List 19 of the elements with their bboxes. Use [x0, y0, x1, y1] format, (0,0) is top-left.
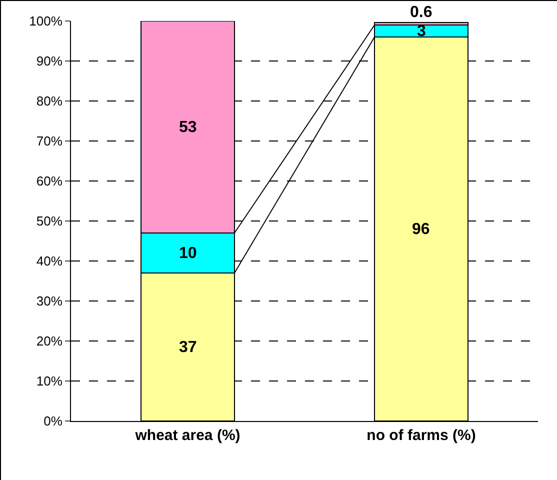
- data-label: 37: [179, 339, 197, 356]
- y-tick-label: 50%: [36, 214, 63, 229]
- y-tick-label: 40%: [36, 254, 63, 269]
- data-label: 53: [179, 119, 197, 136]
- y-tick-label: 80%: [36, 94, 63, 109]
- data-label: 3: [417, 23, 426, 40]
- y-tick-label: 70%: [36, 134, 63, 149]
- x-tick-label: wheat area (%): [134, 427, 240, 444]
- y-tick-label: 30%: [36, 294, 63, 309]
- y-tick-label: 10%: [36, 374, 63, 389]
- data-label: 0.6: [410, 4, 432, 21]
- y-tick-label: 0%: [44, 414, 63, 429]
- data-label: 10: [179, 245, 197, 262]
- y-tick-label: 60%: [36, 174, 63, 189]
- y-tick-label: 100%: [29, 14, 63, 29]
- x-tick-label: no of farms (%): [366, 427, 476, 444]
- data-label: 96: [412, 221, 430, 238]
- y-tick-label: 90%: [36, 54, 63, 69]
- y-tick-label: 20%: [36, 334, 63, 349]
